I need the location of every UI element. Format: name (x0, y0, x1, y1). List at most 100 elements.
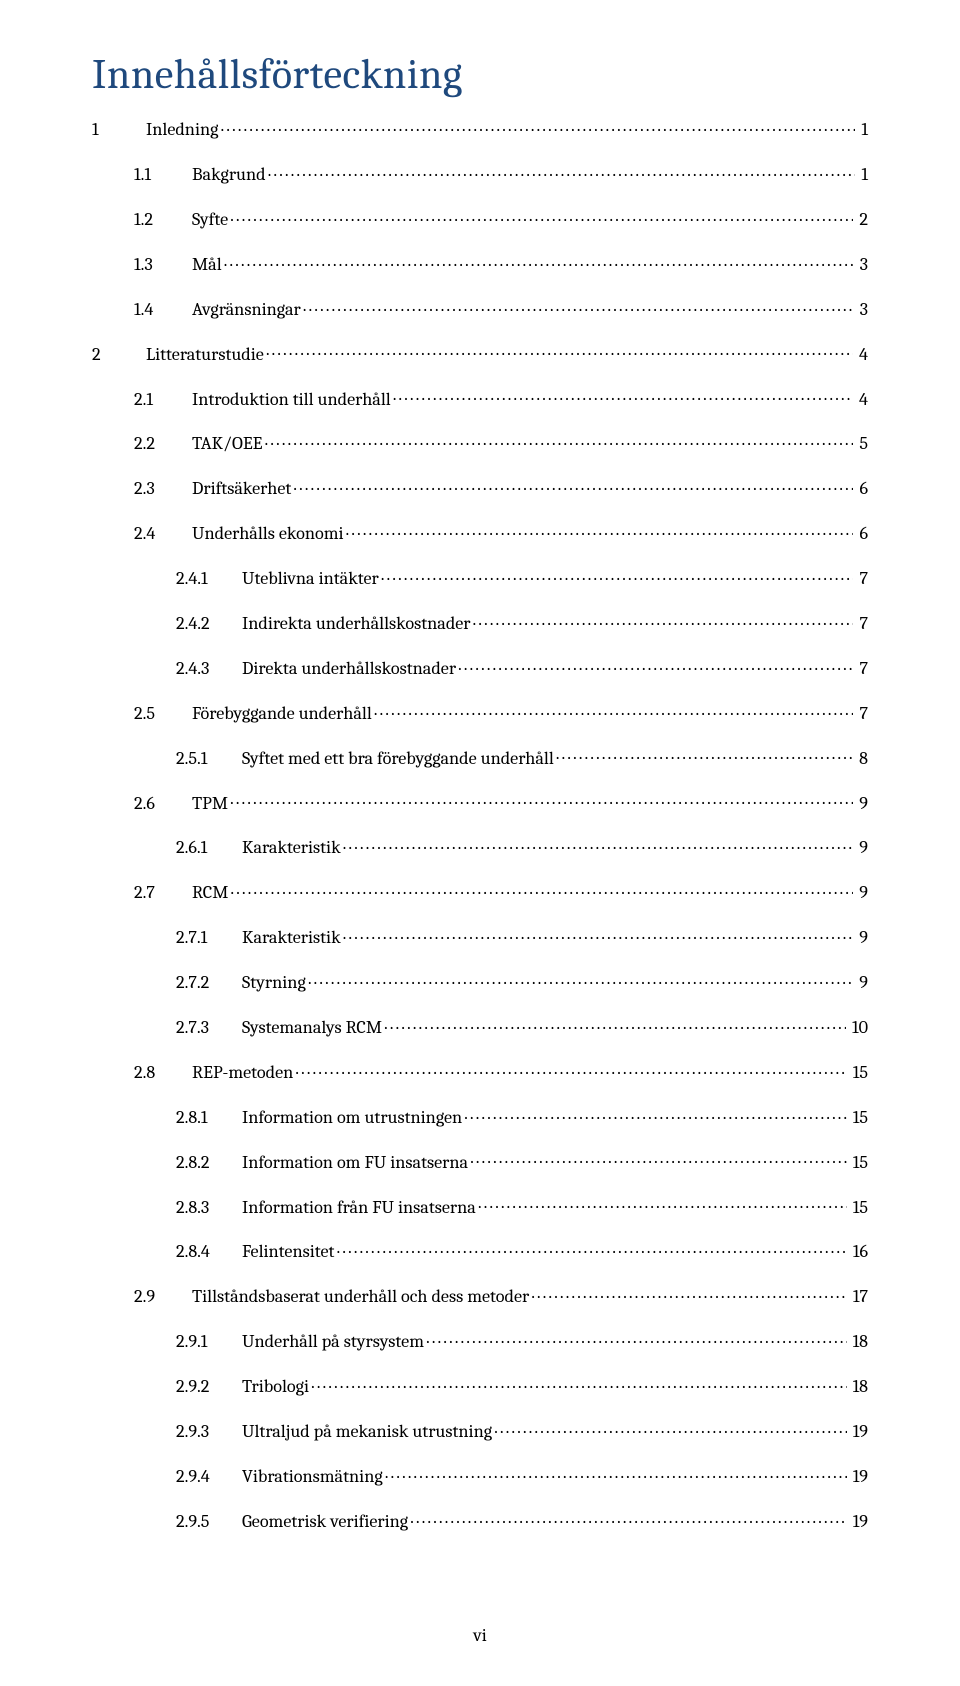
toc-leader-dots (268, 162, 856, 180)
toc-entry: 2.9.4Vibrationsmätning 19 (92, 1464, 868, 1486)
toc-entry: 2.3Driftsäkerhet 6 (92, 476, 868, 498)
toc-label: Tillståndsbaserat underhåll och dess met… (192, 1288, 529, 1306)
toc-number: 2.7.1 (176, 929, 242, 947)
toc-leader-dots (478, 1194, 847, 1212)
toc-number: 2.1 (134, 391, 192, 409)
toc-entry: 2.4.3Direkta underhållskostnader 7 (92, 656, 868, 678)
toc-leader-dots (230, 207, 853, 225)
toc-leader-dots (220, 117, 855, 135)
toc-leader-dots (393, 386, 853, 404)
toc-leader-dots (265, 431, 854, 449)
toc-page-number: 1 (857, 121, 868, 139)
toc-number: 2.9.3 (176, 1423, 242, 1441)
toc-number: 2.9.2 (176, 1378, 242, 1396)
toc-label: Ultraljud på mekanisk utrustning (242, 1423, 492, 1441)
toc-leader-dots (346, 521, 854, 539)
toc-page-number: 16 (849, 1243, 868, 1261)
toc-page-number: 7 (855, 615, 868, 633)
toc-entry: 2.5Förebyggande underhåll 7 (92, 701, 868, 723)
toc-number: 2.4 (134, 525, 192, 543)
toc-page-number: 9 (855, 795, 868, 813)
toc-page-number: 15 (849, 1064, 868, 1082)
toc-label: Vibrationsmätning (242, 1468, 383, 1486)
toc-entry: 2.6TPM 9 (92, 790, 868, 812)
toc-number: 1.4 (134, 301, 192, 319)
toc-label: Felintensitet (242, 1243, 334, 1261)
toc-leader-dots (336, 1239, 846, 1257)
toc-label: Styrning (242, 974, 306, 992)
toc-number: 1.1 (134, 166, 192, 184)
toc-number: 1.3 (134, 256, 192, 274)
toc-entry: 2.7.2Styrning 9 (92, 970, 868, 992)
toc-entry: 2.7.3Systemanalys RCM 10 (92, 1015, 868, 1037)
toc-leader-dots (343, 925, 854, 943)
toc-entry: 1.3Mål 3 (92, 252, 868, 274)
toc-page-number: 6 (855, 525, 868, 543)
toc-entry: 1Inledning 1 (92, 117, 868, 139)
toc-entry: 2.9.3Ultraljud på mekanisk utrustning 19 (92, 1419, 868, 1441)
toc-page-number: 9 (855, 884, 868, 902)
toc-label: Underhåll på styrsystem (242, 1333, 424, 1351)
toc-label: Information från FU insatserna (242, 1199, 476, 1217)
toc-entry: 2.7.1Karakteristik 9 (92, 925, 868, 947)
toc-page-number: 18 (849, 1333, 868, 1351)
toc-label: Syftet med ett bra förebyggande underhål… (242, 750, 554, 768)
toc-page-number: 17 (849, 1288, 868, 1306)
toc-page-number: 6 (855, 480, 868, 498)
toc-number: 2 (92, 346, 146, 364)
toc-label: Systemanalys RCM (242, 1019, 382, 1037)
toc-leader-dots (303, 297, 854, 315)
toc-page-number: 3 (856, 256, 868, 274)
toc-leader-dots (293, 476, 853, 494)
toc-entry: 2.9.1Underhåll på styrsystem 18 (92, 1329, 868, 1351)
toc-leader-dots (470, 1149, 847, 1167)
toc-label: Mål (192, 256, 222, 274)
toc-entry: 2.9Tillståndsbaserat underhåll och dess … (92, 1284, 868, 1306)
toc-page-number: 15 (849, 1199, 868, 1217)
toc-entry: 2.5.1Syftet med ett bra förebyggande und… (92, 745, 868, 767)
toc-leader-dots (385, 1464, 847, 1482)
toc-label: Introduktion till underhåll (192, 391, 391, 409)
toc-entry: 2.4Underhålls ekonomi 6 (92, 521, 868, 543)
toc-entry: 1.2Syfte 2 (92, 207, 868, 229)
toc-label: Driftsäkerhet (192, 480, 291, 498)
toc-page-number: 9 (855, 974, 868, 992)
toc-entry: 2.1Introduktion till underhåll 4 (92, 386, 868, 408)
toc-entry: 2.6.1Karakteristik 9 (92, 835, 868, 857)
toc-entry: 2.2TAK/OEE 5 (92, 431, 868, 453)
toc-label: Avgränsningar (192, 301, 301, 319)
toc-label: Geometrisk verifiering (242, 1513, 408, 1531)
toc-entry: 2.9.2Tribologi 18 (92, 1374, 868, 1396)
toc-entry: 1.4Avgränsningar 3 (92, 297, 868, 319)
page-title: Innehållsförteckning (92, 50, 868, 99)
toc-number: 2.5.1 (176, 750, 242, 768)
toc-number: 2.7 (134, 884, 192, 902)
toc-leader-dots (308, 970, 853, 988)
toc-leader-dots (426, 1329, 847, 1347)
toc-leader-dots (458, 656, 853, 674)
toc-page-number: 9 (855, 929, 868, 947)
table-of-contents: 1Inledning 1 1.1Bakgrund 1 1.2Syfte 2 1.3Må… (92, 117, 868, 1531)
toc-number: 2.5 (134, 705, 192, 723)
toc-page-number: 18 (849, 1378, 868, 1396)
toc-label: Tribologi (242, 1378, 309, 1396)
toc-number: 2.8.4 (176, 1243, 242, 1261)
toc-leader-dots (556, 745, 853, 763)
toc-label: Bakgrund (192, 166, 266, 184)
toc-number: 1 (92, 121, 146, 139)
toc-leader-dots (266, 341, 853, 359)
toc-page-number: 4 (855, 391, 868, 409)
toc-number: 2.4.2 (176, 615, 242, 633)
toc-number: 2.6.1 (176, 839, 242, 857)
toc-leader-dots (464, 1105, 847, 1123)
toc-entry: 2.8REP-metoden 15 (92, 1060, 868, 1082)
toc-page-number: 3 (856, 301, 868, 319)
toc-page-number: 8 (855, 750, 868, 768)
toc-number: 2.9.1 (176, 1333, 242, 1351)
toc-page-number: 15 (849, 1154, 868, 1172)
toc-page-number: 4 (855, 346, 868, 364)
toc-page-number: 19 (849, 1468, 868, 1486)
toc-leader-dots (374, 701, 854, 719)
toc-leader-dots (230, 790, 853, 808)
toc-entry: 2.8.3Information från FU insatserna 15 (92, 1194, 868, 1216)
